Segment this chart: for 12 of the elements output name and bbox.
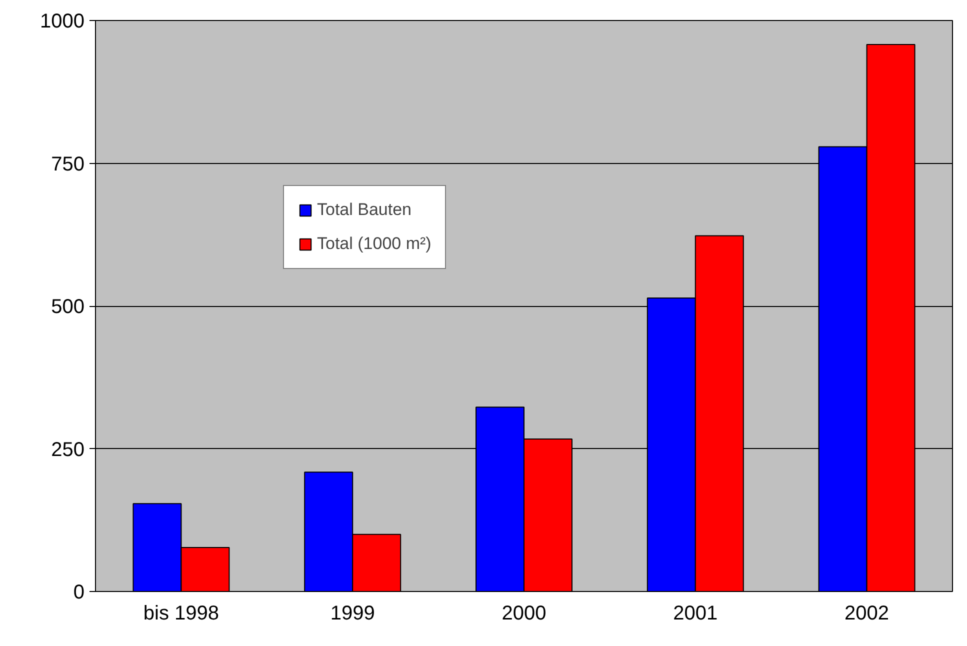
x-tick-label: 2000 — [502, 602, 546, 624]
y-tick-label: 0 — [73, 582, 84, 604]
y-tick-label: 250 — [51, 438, 85, 461]
legend-label: Total Bauten — [317, 200, 412, 220]
y-tick-label: 1000 — [40, 10, 85, 32]
legend-label: Total (1000 m²) — [317, 234, 432, 254]
y-tick-label: 500 — [51, 296, 85, 318]
x-tick-label: 2001 — [673, 602, 718, 624]
x-tick-label: 1999 — [330, 602, 375, 624]
x-tick-label: 2002 — [844, 602, 890, 624]
x-tick-label: bis 1998 — [143, 602, 220, 624]
y-tick-label: 750 — [51, 153, 85, 176]
